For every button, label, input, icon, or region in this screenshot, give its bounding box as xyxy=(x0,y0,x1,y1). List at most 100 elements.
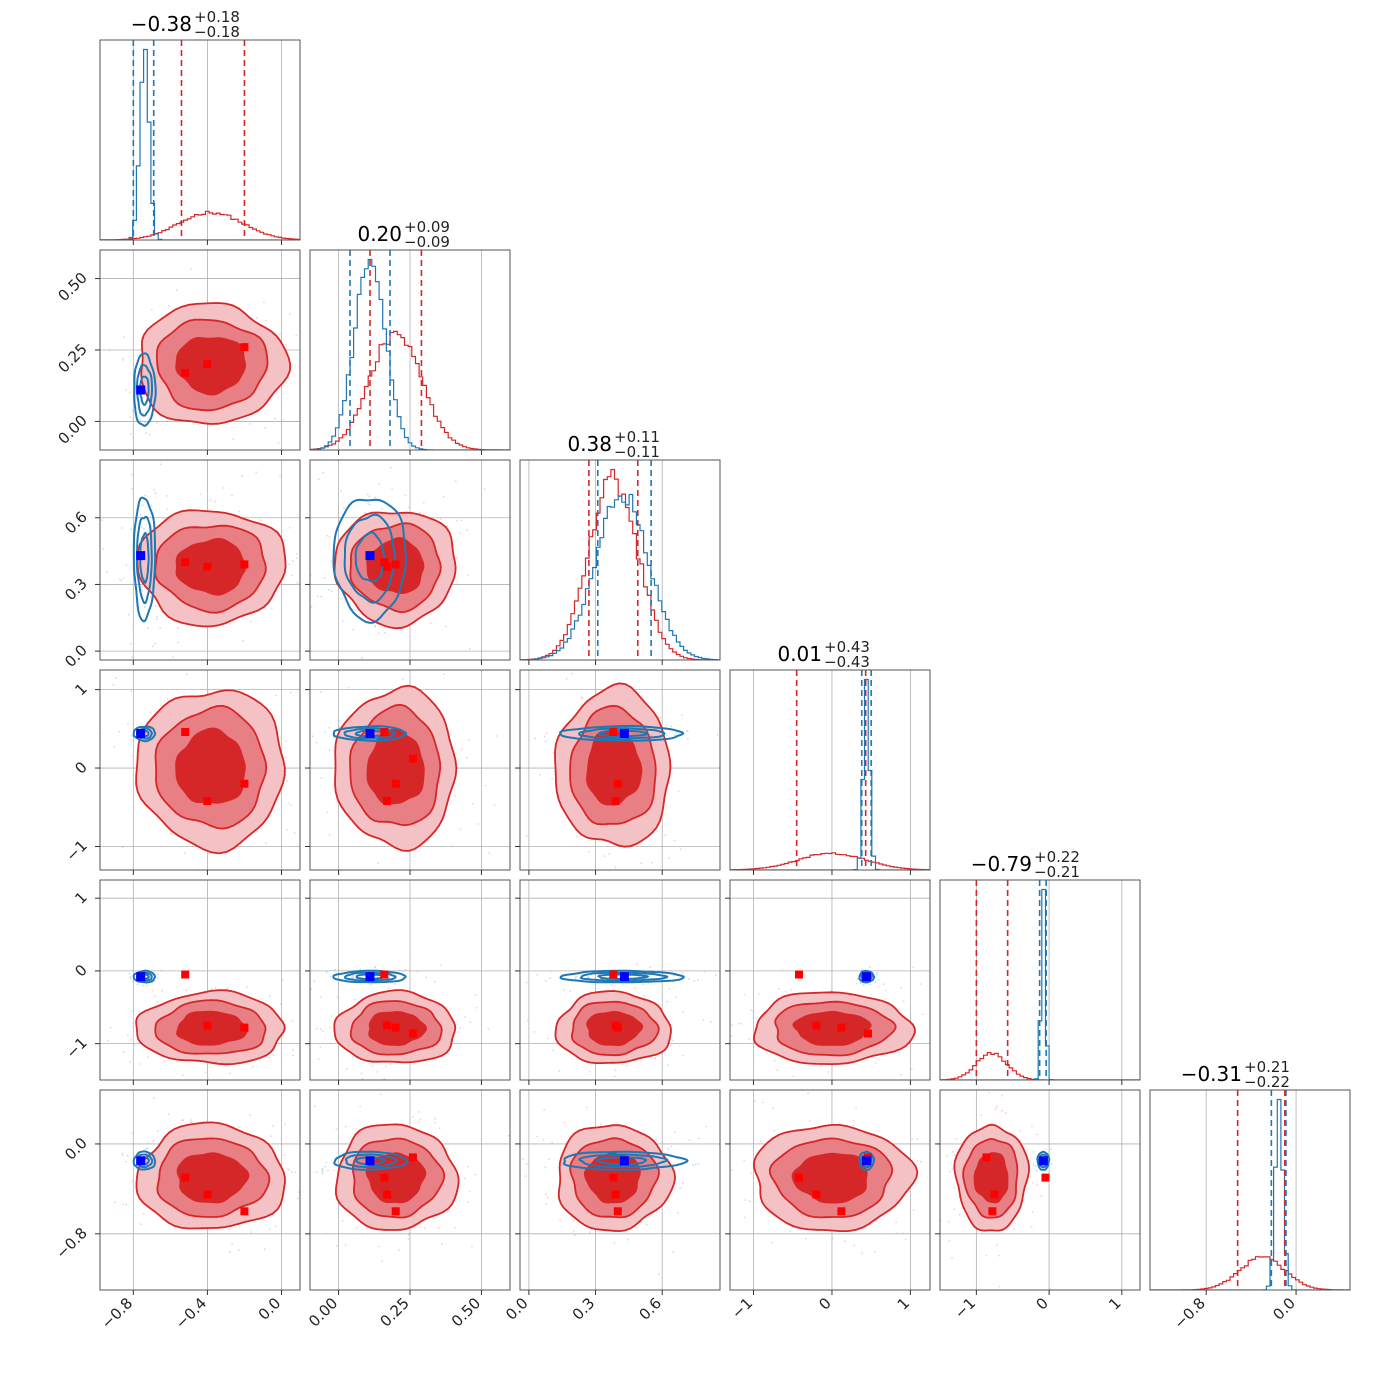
red-marker xyxy=(240,343,249,352)
blue-sample-point xyxy=(151,645,154,648)
red-sample-point xyxy=(356,1227,358,1229)
blue-sample-point xyxy=(144,421,147,424)
red-sample-point xyxy=(330,1015,333,1017)
red-sample-point xyxy=(443,673,446,676)
red-sample-point xyxy=(442,495,445,498)
red-sample-point xyxy=(536,1135,539,1138)
red-sample-point xyxy=(572,1230,575,1233)
red-marker xyxy=(609,728,618,736)
red-sample-point xyxy=(210,988,213,990)
red-sample-point xyxy=(118,578,121,581)
red-sample-point xyxy=(748,1200,751,1203)
red-sample-point xyxy=(381,1260,383,1263)
red-sample-point xyxy=(363,512,366,514)
red-sample-point xyxy=(419,511,422,514)
x-tick-label: −0.8 xyxy=(98,1294,136,1332)
blue-sample-point xyxy=(139,419,142,422)
red-sample-point xyxy=(434,1117,437,1120)
red-sample-point xyxy=(645,1223,648,1226)
red-marker xyxy=(795,1173,803,1182)
red-sample-point xyxy=(291,560,294,563)
blue-sample-point xyxy=(139,513,142,516)
red-sample-point xyxy=(286,1168,289,1170)
red-sample-point xyxy=(677,1211,679,1214)
red-sample-point xyxy=(259,519,262,522)
blue-sample-point xyxy=(121,1154,124,1157)
red-sample-point xyxy=(356,664,358,666)
blue-sample-point xyxy=(156,421,158,424)
red-sample-point xyxy=(545,1203,548,1206)
blue-sample-point xyxy=(526,981,528,984)
red-sample-point xyxy=(768,1092,770,1094)
red-sample-point xyxy=(1036,1133,1039,1136)
red-sample-point xyxy=(124,389,127,391)
panel-frame xyxy=(729,879,931,1081)
red-sample-point xyxy=(385,1065,387,1068)
red-sample-point xyxy=(279,1003,282,1006)
blue-sample-point xyxy=(856,978,859,981)
red-sample-point xyxy=(122,577,125,580)
blue-sample-point xyxy=(368,495,371,498)
y-tick-label: 0 xyxy=(71,961,90,980)
red-sample-point xyxy=(863,1088,865,1090)
blue-contour xyxy=(354,729,386,738)
red-sample-point xyxy=(464,1016,467,1019)
red-sample-point xyxy=(190,1119,193,1121)
red-sample-point xyxy=(585,1106,588,1109)
red-sample-point xyxy=(76,1031,78,1033)
blue-sample-point xyxy=(136,983,139,986)
red-sample-point xyxy=(131,1132,133,1134)
red-sample-point xyxy=(326,534,329,537)
red-sample-point xyxy=(551,778,553,780)
histogram-panel-2: 0.38 +0.11−0.11 xyxy=(519,428,721,665)
red-sample-point xyxy=(268,1228,271,1231)
red-sample-point xyxy=(682,1054,684,1057)
red-sample-point xyxy=(855,1107,857,1110)
red-sample-point xyxy=(85,598,87,600)
red-sample-point xyxy=(996,1105,998,1108)
blue-sample-point xyxy=(374,966,377,968)
red-sample-point xyxy=(354,998,356,1001)
blue-sample-point xyxy=(154,492,157,495)
red-sample-point xyxy=(331,573,333,575)
blue-sample-point xyxy=(142,396,144,399)
red-sample-point xyxy=(231,1243,234,1246)
blue-contour xyxy=(132,1150,157,1171)
blue-sample-point xyxy=(673,734,676,737)
red-sample-point xyxy=(130,1010,133,1013)
blue-sample-point xyxy=(359,968,361,971)
red-sample-point xyxy=(792,1075,795,1078)
blue-sample-point xyxy=(862,984,865,986)
red-contour-inner xyxy=(176,1010,249,1046)
blue-marker xyxy=(136,385,146,395)
red-sample-point xyxy=(750,1009,753,1011)
red-sample-point xyxy=(1036,1184,1038,1186)
red-sample-point xyxy=(757,993,760,996)
blue-contour xyxy=(132,969,157,984)
red-sample-point xyxy=(264,319,267,322)
red-sample-point xyxy=(527,1017,529,1019)
red-sample-point xyxy=(525,835,528,838)
red-sample-point xyxy=(122,357,125,360)
blue-sample-point xyxy=(141,589,144,592)
red-marker xyxy=(383,797,392,805)
blue-sample-point xyxy=(295,734,297,736)
red-sample-point xyxy=(263,1248,266,1251)
y-tick-label: 0 xyxy=(71,758,90,777)
red-sample-point xyxy=(209,499,212,501)
red-sample-point xyxy=(175,289,178,292)
red-marker xyxy=(408,1153,417,1162)
blue-marker xyxy=(136,1156,146,1166)
blue-contour xyxy=(858,970,875,984)
red-sample-point xyxy=(759,1140,762,1143)
red-sample-point xyxy=(132,1025,134,1028)
red-sample-point xyxy=(294,829,296,831)
red-sample-point xyxy=(542,1139,545,1141)
red-sample-point xyxy=(559,1219,561,1222)
red-sample-point xyxy=(170,689,173,691)
red-sample-point xyxy=(319,691,322,694)
blue-contour xyxy=(354,1156,386,1166)
red-sample-point xyxy=(336,996,339,998)
red-sample-point xyxy=(657,648,659,650)
red-sample-point xyxy=(642,872,644,874)
